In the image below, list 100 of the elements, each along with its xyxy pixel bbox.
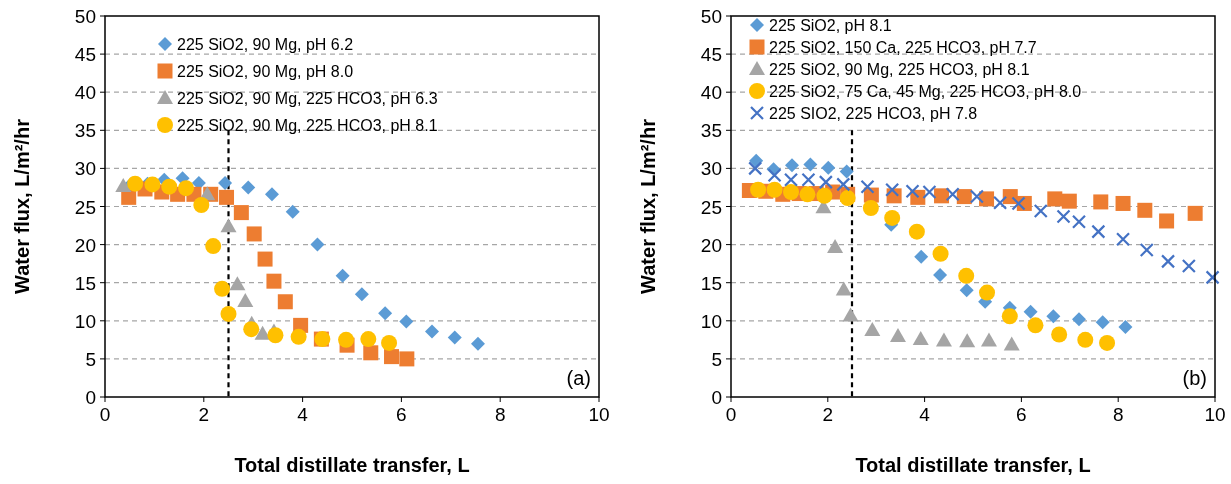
point: [399, 314, 414, 329]
point: [767, 168, 782, 183]
point: [799, 186, 816, 203]
point: [1072, 312, 1086, 327]
point: [839, 164, 854, 179]
point: [914, 249, 929, 264]
point: [1115, 232, 1131, 247]
point: [864, 321, 881, 336]
point: [246, 226, 262, 242]
point: [115, 177, 132, 192]
point: [860, 179, 875, 194]
point: [285, 204, 300, 219]
y-tick-label: 0: [85, 387, 96, 408]
point: [1023, 304, 1038, 319]
legend-label: 225 SiO2, 75 Ca, 45 Mg, 225 HCO3, pH 8.0: [769, 83, 1082, 100]
point: [1071, 214, 1087, 229]
point: [748, 161, 763, 176]
point: [360, 331, 377, 348]
point: [243, 321, 260, 338]
x-tick-label: 6: [1016, 404, 1027, 425]
point: [908, 223, 925, 240]
annotation: (a): [566, 367, 591, 389]
legend-label: 225 SiO2, 150 Ca, 225 HCO3, pH 7.7: [769, 39, 1037, 56]
point: [290, 328, 307, 345]
point: [1118, 319, 1133, 334]
annotation: (b): [1182, 367, 1207, 389]
point: [425, 324, 440, 339]
legend-label: 225 SiO2, 90 Mg, 225 HCO3, pH 8.1: [769, 61, 1030, 78]
y-tick-label: 45: [700, 44, 722, 66]
y-tick-label: 35: [74, 120, 96, 142]
y-tick-label: 30: [700, 158, 722, 180]
y-tick-label: 40: [74, 82, 96, 104]
point: [905, 184, 920, 199]
x-tick-label: 2: [822, 404, 834, 425]
point: [1051, 326, 1068, 343]
y-tick-label: 10: [74, 310, 96, 332]
y-tick-label: 45: [74, 44, 96, 66]
point: [1047, 191, 1063, 207]
point: [935, 332, 952, 347]
x-axis-title: Total distillate transfer, L: [234, 454, 470, 476]
point: [178, 180, 195, 197]
y-tick-label: 30: [74, 158, 96, 180]
point: [264, 187, 279, 202]
x-tick-label: 8: [1112, 404, 1124, 425]
point: [1159, 213, 1175, 229]
point: [1011, 196, 1026, 211]
y-tick-label: 5: [85, 348, 96, 370]
point: [363, 345, 379, 361]
point: [354, 287, 369, 302]
y-tick-label: 50: [74, 6, 96, 27]
y-tick-label: 40: [700, 82, 722, 104]
point: [933, 268, 948, 283]
point: [266, 273, 282, 289]
x-tick-label: 10: [588, 404, 610, 425]
point: [1003, 336, 1020, 351]
point: [381, 334, 398, 351]
point: [980, 332, 997, 347]
y-tick-label: 20: [700, 234, 722, 256]
y-tick-label: 20: [74, 234, 96, 256]
y-axis-title: Water flux, L/m²/hr: [637, 118, 659, 294]
point: [956, 189, 972, 205]
x-tick-label: 8: [494, 404, 506, 425]
y-tick-label: 10: [700, 310, 722, 332]
point: [803, 157, 818, 172]
legend-label: 225 SiO2, 90 Mg, pH 6.2: [177, 36, 354, 53]
point: [338, 331, 355, 348]
point: [839, 190, 856, 207]
x-tick-label: 10: [1204, 404, 1226, 425]
point: [229, 276, 246, 291]
legend-label: 225 SiO2, pH 8.1: [769, 17, 892, 34]
point: [862, 200, 879, 217]
point: [310, 237, 325, 252]
point: [1001, 308, 1018, 325]
point: [818, 175, 833, 190]
point: [821, 160, 836, 175]
point: [1091, 224, 1106, 239]
y-tick-label: 5: [711, 348, 722, 370]
point: [922, 184, 937, 200]
point: [934, 188, 950, 204]
point: [958, 267, 975, 284]
point: [842, 307, 859, 322]
point: [932, 245, 949, 262]
point: [969, 189, 984, 204]
point: [1139, 242, 1154, 258]
point: [1027, 317, 1044, 334]
point: [335, 268, 350, 283]
legend-label: 225 SiO2, 90 Mg, 225 HCO3, pH 8.1: [177, 117, 438, 134]
point: [979, 284, 996, 301]
y-tick-label: 25: [74, 196, 96, 218]
point: [384, 349, 400, 365]
point: [945, 187, 960, 202]
y-tick-label: 15: [700, 272, 722, 294]
point: [193, 196, 210, 213]
y-tick-label: 0: [711, 387, 722, 408]
y-tick-label: 35: [700, 120, 722, 142]
legend-label: 225 SiO2, 90 Mg, 225 HCO3, pH 6.3: [177, 90, 438, 107]
point: [1061, 193, 1077, 209]
x-tick-label: 6: [396, 404, 407, 425]
point: [816, 187, 833, 204]
point: [205, 238, 222, 255]
